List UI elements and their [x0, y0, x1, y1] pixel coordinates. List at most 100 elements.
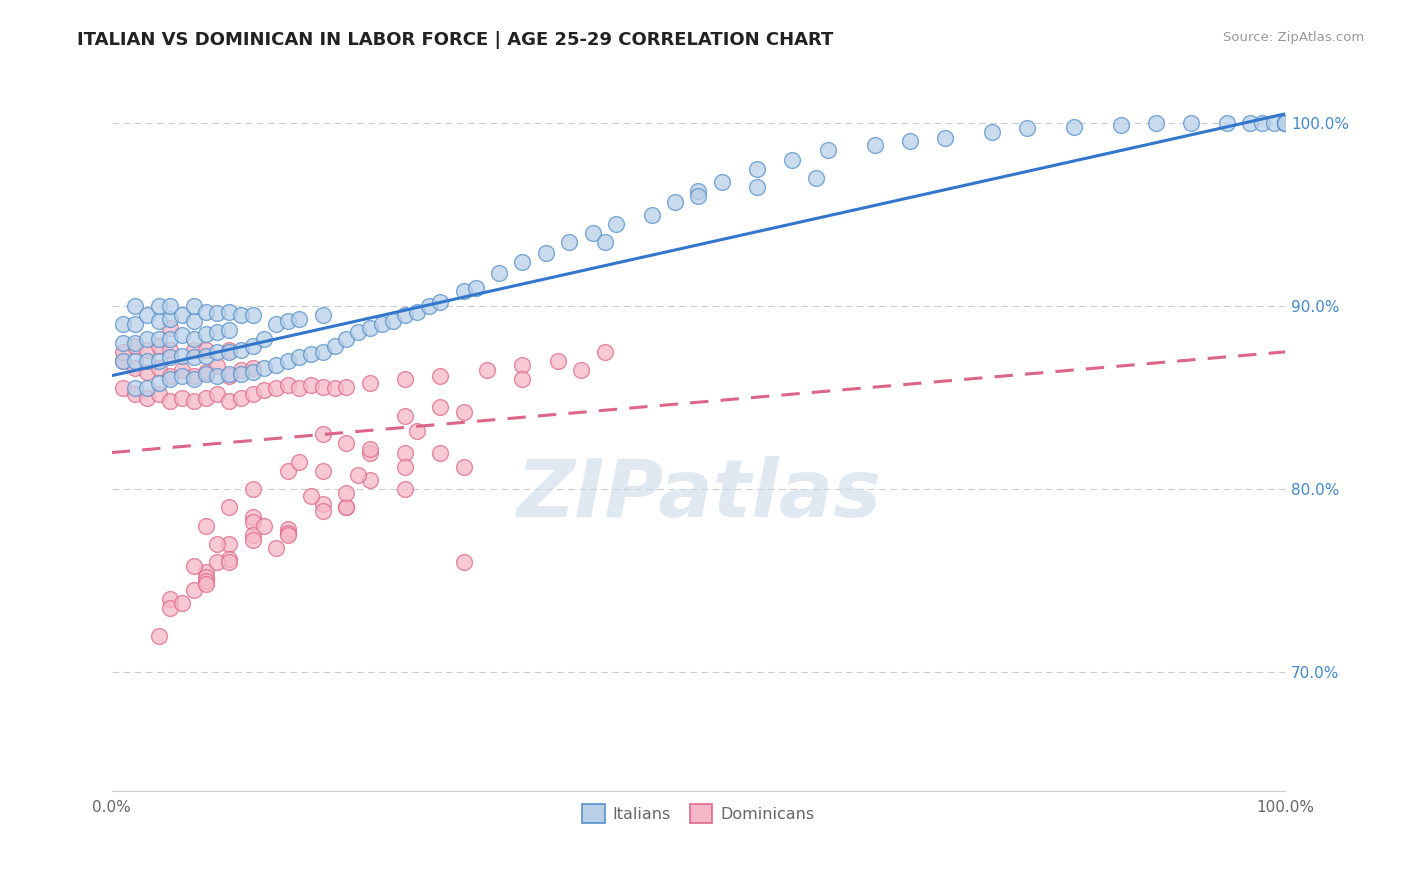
Point	[312, 308, 335, 322]
Point	[112, 354, 135, 368]
Point	[453, 285, 475, 299]
Point	[207, 306, 229, 320]
Point	[569, 363, 592, 377]
Point	[664, 194, 686, 209]
Point	[135, 308, 157, 322]
Point	[312, 379, 335, 393]
Point	[593, 344, 616, 359]
Point	[159, 312, 181, 326]
Point	[194, 367, 217, 381]
Point	[148, 376, 170, 390]
Point	[405, 304, 427, 318]
Point	[124, 318, 146, 332]
Point	[124, 361, 146, 376]
Point	[347, 325, 370, 339]
Point	[382, 314, 405, 328]
Point	[288, 312, 311, 326]
Point	[172, 308, 194, 322]
Point	[218, 551, 240, 566]
Point	[288, 382, 311, 396]
Point	[148, 332, 170, 346]
Point	[405, 424, 427, 438]
Point	[359, 376, 381, 390]
Point	[688, 189, 710, 203]
Point	[148, 314, 170, 328]
Point	[194, 365, 217, 379]
Point	[148, 629, 170, 643]
Point	[394, 409, 416, 423]
Point	[418, 299, 440, 313]
Point	[312, 504, 335, 518]
Point	[277, 377, 299, 392]
Point	[112, 318, 135, 332]
Point	[229, 343, 252, 357]
Point	[782, 153, 804, 167]
Point	[159, 351, 181, 365]
Point	[1274, 116, 1296, 130]
Point	[264, 358, 287, 372]
Point	[124, 339, 146, 353]
Point	[207, 325, 229, 339]
Point	[229, 308, 252, 322]
Point	[429, 445, 451, 459]
Point	[135, 343, 157, 357]
Point	[218, 323, 240, 337]
Point	[1109, 118, 1132, 132]
Point	[312, 464, 335, 478]
Point	[277, 526, 299, 541]
Point	[242, 528, 264, 542]
Point	[512, 372, 534, 386]
Point	[335, 332, 357, 346]
Point	[242, 533, 264, 548]
Point	[323, 339, 346, 353]
Point	[1274, 116, 1296, 130]
Point	[453, 460, 475, 475]
Point	[218, 500, 240, 515]
Point	[277, 314, 299, 328]
Point	[183, 582, 205, 597]
Point	[558, 235, 581, 249]
Point	[148, 387, 170, 401]
Point	[359, 473, 381, 487]
Point	[477, 363, 499, 377]
Point	[135, 382, 157, 396]
Point	[183, 394, 205, 409]
Point	[242, 515, 264, 529]
Point	[124, 387, 146, 401]
Point	[135, 332, 157, 346]
Point	[488, 266, 510, 280]
Point	[1180, 116, 1202, 130]
Point	[1250, 116, 1272, 130]
Point	[359, 445, 381, 459]
Point	[159, 343, 181, 357]
Point	[124, 354, 146, 368]
Point	[312, 497, 335, 511]
Point	[207, 556, 229, 570]
Point	[299, 377, 322, 392]
Point	[172, 363, 194, 377]
Point	[288, 455, 311, 469]
Point	[242, 365, 264, 379]
Point	[1144, 116, 1167, 130]
Point	[253, 384, 276, 398]
Point	[194, 518, 217, 533]
Point	[194, 577, 217, 591]
Point	[1015, 121, 1038, 136]
Point	[194, 570, 217, 584]
Point	[183, 372, 205, 386]
Point	[183, 299, 205, 313]
Point	[312, 344, 335, 359]
Point	[172, 391, 194, 405]
Point	[429, 400, 451, 414]
Point	[218, 367, 240, 381]
Point	[394, 482, 416, 496]
Point	[172, 349, 194, 363]
Point	[253, 332, 276, 346]
Point	[710, 175, 733, 189]
Point	[194, 326, 217, 341]
Point	[804, 170, 827, 185]
Point	[593, 235, 616, 249]
Point	[264, 382, 287, 396]
Point	[359, 442, 381, 456]
Point	[148, 354, 170, 368]
